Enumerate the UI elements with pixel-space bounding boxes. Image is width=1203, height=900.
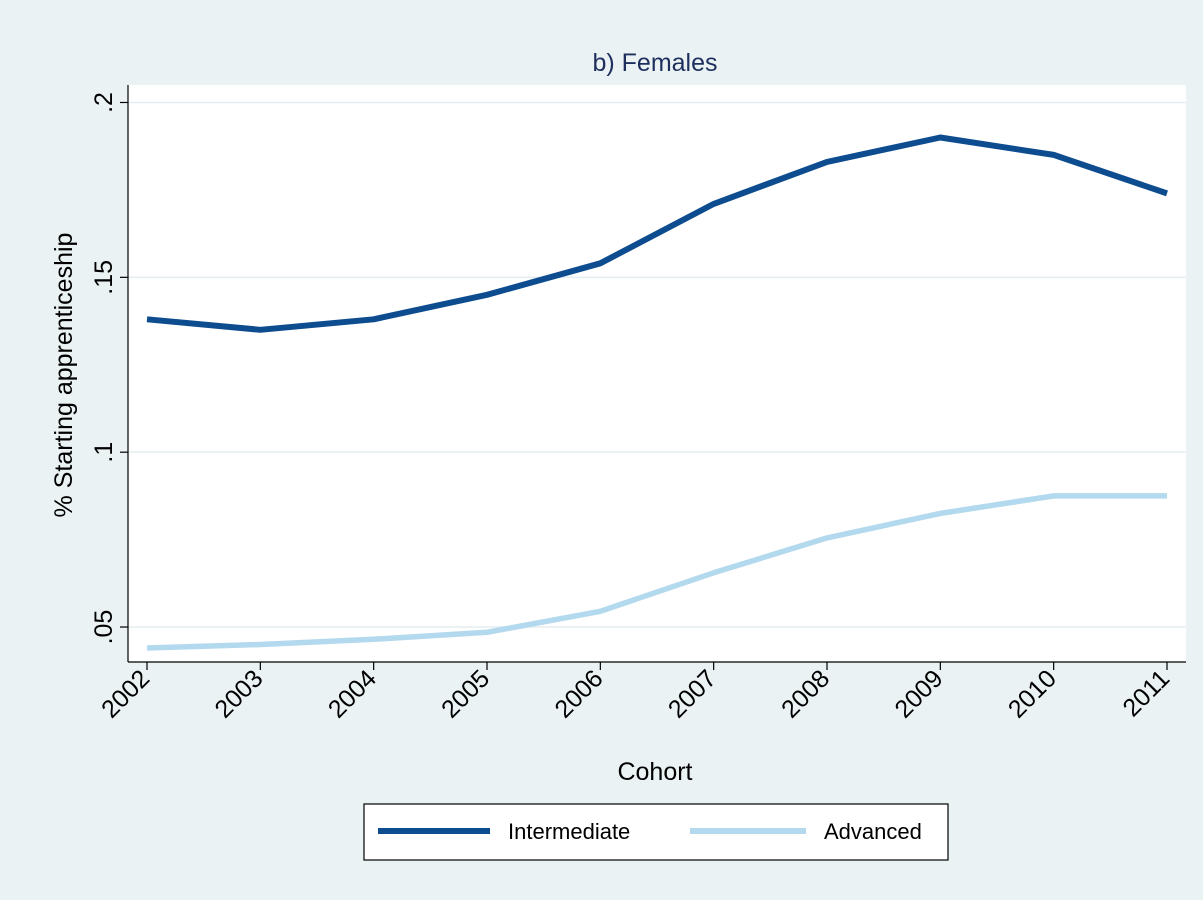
y-tick-label: .15	[90, 260, 118, 295]
x-tick-label: 2009	[889, 664, 948, 723]
y-axis-label: % Starting apprenticeship	[50, 233, 78, 518]
legend: Intermediate Advanced	[364, 804, 948, 860]
x-axis-label: Cohort	[617, 758, 692, 786]
x-tick-label: 2010	[1003, 664, 1062, 723]
y-tick-label: .05	[90, 610, 118, 645]
x-tick-label: 2007	[663, 664, 722, 723]
x-tick-label: 2006	[549, 664, 608, 723]
x-tick-label: 2008	[776, 664, 835, 723]
x-tick-label: 2003	[209, 664, 268, 723]
legend-label-intermediate: Intermediate	[508, 819, 630, 844]
plot-area-background	[128, 85, 1186, 662]
y-tick-label: .2	[90, 92, 118, 113]
legend-label-advanced: Advanced	[824, 819, 922, 844]
x-tick-label: 2011	[1117, 664, 1175, 722]
x-tick-label: 2005	[436, 664, 495, 723]
y-tick-label: .1	[90, 442, 118, 463]
x-tick-label: 2002	[96, 664, 155, 723]
x-tick-label: 2004	[323, 664, 382, 723]
chart-title: b) Females	[592, 49, 717, 77]
